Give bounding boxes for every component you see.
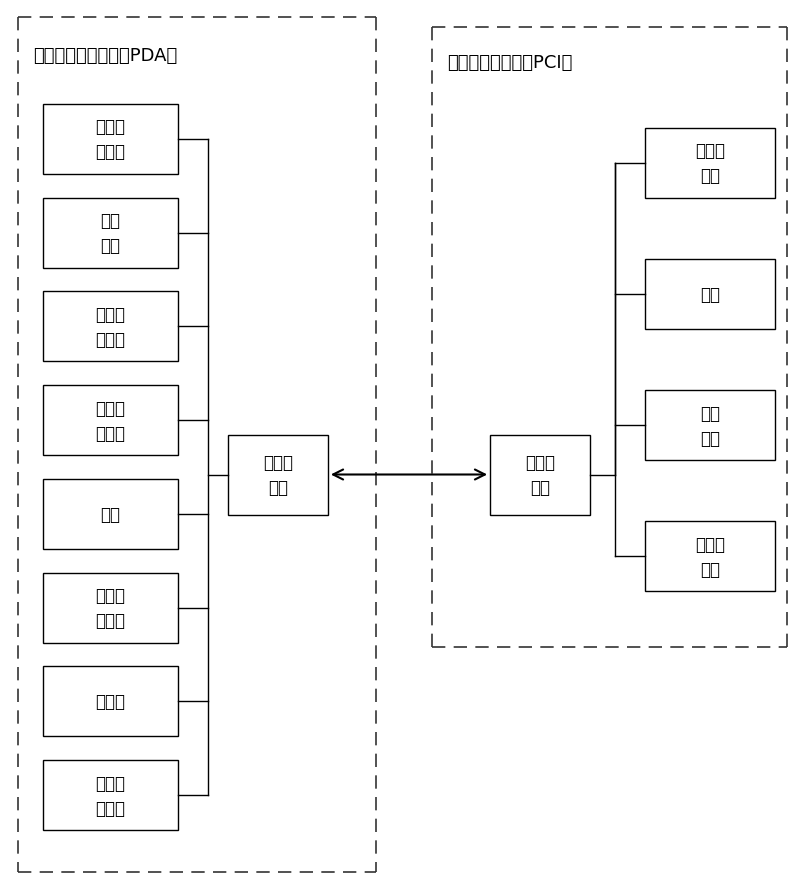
Text: 智能卡
接口: 智能卡 接口 — [695, 142, 725, 185]
Bar — [228, 435, 328, 515]
Bar — [43, 385, 178, 455]
Text: 无线通
信接口: 无线通 信接口 — [95, 587, 126, 629]
Text: 按键: 按键 — [700, 285, 720, 304]
Text: 通用处
理器: 通用处 理器 — [263, 454, 293, 496]
Bar — [43, 292, 178, 362]
Bar — [645, 522, 775, 592]
Bar — [490, 435, 590, 515]
Text: 打印机: 打印机 — [95, 693, 126, 711]
Bar — [645, 128, 775, 198]
Text: 高处理能力子系统（PDA）: 高处理能力子系统（PDA） — [33, 47, 178, 65]
Bar — [43, 573, 178, 643]
Bar — [43, 198, 178, 268]
Bar — [645, 391, 775, 461]
Text: 射频
控制: 射频 控制 — [101, 212, 121, 255]
Text: 安全处理子系统（PCI）: 安全处理子系统（PCI） — [447, 54, 572, 72]
Bar — [43, 760, 178, 830]
Text: 显示和
触摸屏: 显示和 触摸屏 — [95, 118, 126, 161]
Bar — [43, 479, 178, 549]
Text: 摄像: 摄像 — [101, 505, 121, 524]
Text: 密钥
管理: 密钥 管理 — [700, 404, 720, 447]
Text: 条码指
纹扫描: 条码指 纹扫描 — [95, 773, 126, 817]
Bar — [43, 105, 178, 175]
Text: 磁卡阅
读器: 磁卡阅 读器 — [695, 535, 725, 579]
Bar — [645, 260, 775, 330]
Bar — [43, 666, 178, 736]
Text: 串行通
信接口: 串行通 信接口 — [95, 306, 126, 348]
Text: 全球定
位系统: 全球定 位系统 — [95, 400, 126, 442]
Text: 安全处
理器: 安全处 理器 — [525, 454, 555, 496]
